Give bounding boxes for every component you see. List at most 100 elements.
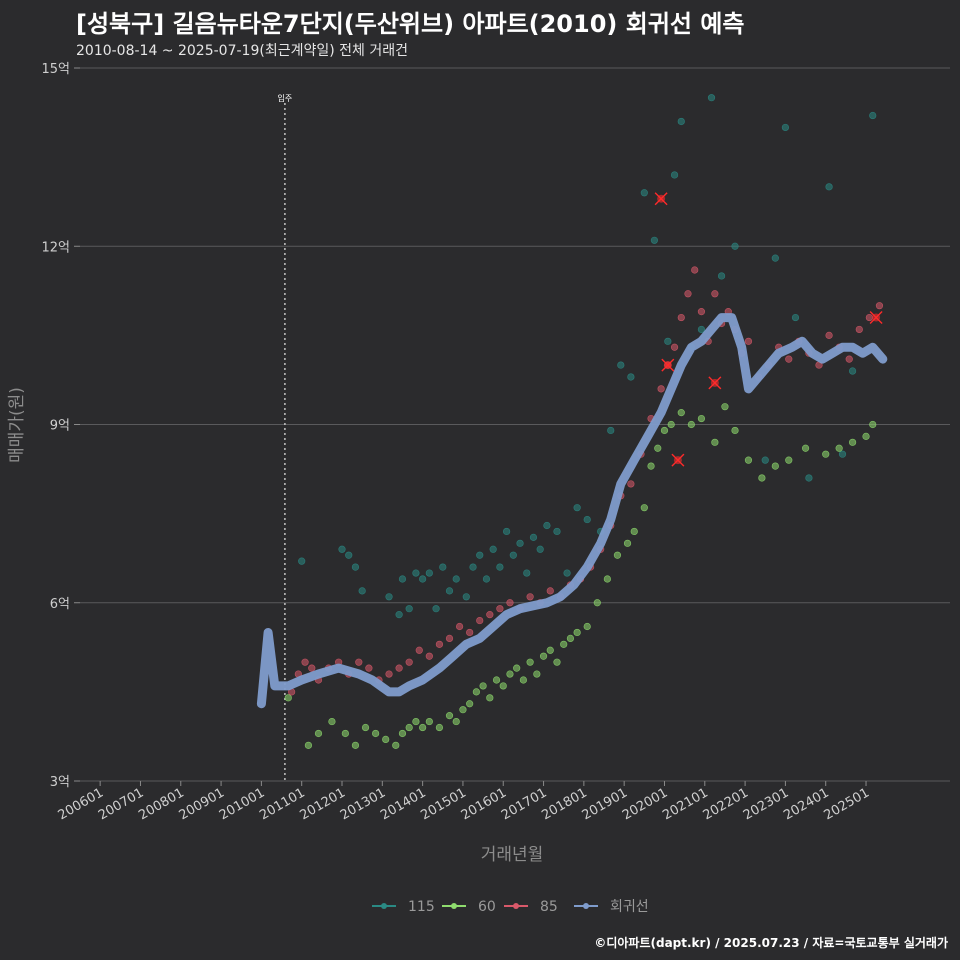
legend-dot-60 — [451, 903, 457, 909]
data-point-115 — [419, 575, 427, 583]
x-tick-label: 201001 — [217, 785, 267, 823]
data-point-60 — [533, 670, 541, 678]
highlight-cross — [661, 358, 675, 372]
legend-dot-115 — [381, 903, 387, 909]
data-point-85 — [365, 664, 373, 672]
data-point-85 — [395, 664, 403, 672]
data-point-85 — [415, 646, 423, 654]
x-tick-label: 201701 — [499, 785, 549, 823]
data-point-60 — [328, 717, 336, 726]
data-point-115 — [298, 557, 306, 565]
grid-lines — [80, 67, 950, 782]
data-point-115 — [677, 117, 685, 126]
data-point-115 — [650, 236, 659, 244]
data-point-60 — [452, 717, 460, 726]
x-tick-label: 200901 — [177, 785, 227, 823]
data-point-60 — [304, 741, 313, 749]
data-point-115 — [338, 545, 346, 553]
data-point-85 — [506, 599, 514, 607]
data-point-115 — [536, 545, 544, 553]
data-point-85 — [875, 302, 884, 310]
data-point-60 — [697, 414, 706, 423]
data-point-60 — [499, 682, 507, 690]
data-point-115 — [563, 569, 571, 577]
data-point-60 — [660, 426, 669, 435]
x-axis-title: 거래년월 — [481, 845, 544, 865]
data-point-60 — [560, 640, 568, 648]
data-point-115 — [432, 605, 440, 613]
data-point-115 — [395, 611, 403, 619]
data-point-60 — [640, 504, 648, 512]
legend-label-회귀선: 회귀선 — [610, 899, 649, 915]
x-tick-label: 201201 — [298, 785, 348, 823]
source-credit: ©디아파트(dapt.kr) / 2025.07.23 / 자료=국토교통부 실… — [594, 936, 948, 950]
data-point-60 — [445, 712, 454, 720]
data-point-60 — [351, 741, 360, 749]
x-tick-label: 202101 — [660, 785, 710, 823]
data-point-115 — [476, 551, 484, 559]
data-point-85 — [546, 587, 554, 595]
legend-label-60: 60 — [478, 899, 496, 915]
data-point-60 — [314, 729, 323, 738]
data-point-60 — [869, 420, 877, 429]
y-tick-label: 3억 — [50, 775, 70, 790]
data-point-85 — [697, 308, 706, 316]
data-point-60 — [801, 444, 810, 452]
data-point-115 — [445, 587, 454, 595]
data-point-60 — [361, 723, 370, 732]
data-point-60 — [435, 723, 444, 732]
data-point-115 — [717, 272, 726, 280]
x-tick-label: 202201 — [701, 785, 751, 823]
data-point-85 — [711, 290, 719, 298]
data-point-60 — [573, 628, 581, 637]
data-point-60 — [603, 575, 611, 583]
data-point-85 — [627, 480, 635, 488]
data-point-60 — [466, 700, 474, 708]
data-point-85 — [855, 325, 863, 334]
data-point-115 — [583, 515, 591, 524]
data-point-60 — [371, 729, 380, 738]
highlight-cross — [708, 376, 722, 390]
data-point-60 — [613, 551, 622, 559]
data-point-115 — [805, 474, 813, 482]
data-point-60 — [513, 664, 521, 672]
y-tick-label: 12억 — [41, 240, 70, 255]
legend-label-115: 115 — [408, 899, 435, 915]
data-point-115 — [771, 254, 779, 262]
data-point-60 — [539, 652, 548, 660]
data-point-115 — [573, 504, 581, 512]
data-point-115 — [469, 563, 477, 571]
data-point-60 — [412, 717, 420, 726]
data-point-85 — [385, 670, 393, 678]
data-point-115 — [825, 183, 833, 191]
data-point-60 — [566, 634, 575, 643]
data-point-60 — [405, 723, 413, 732]
data-point-60 — [677, 409, 685, 417]
x-tick-label: 201301 — [338, 785, 388, 823]
data-point-60 — [731, 426, 739, 435]
x-tick-label: 201601 — [459, 785, 509, 823]
data-point-60 — [771, 462, 779, 470]
data-point-85 — [670, 343, 679, 351]
highlight-cross — [654, 192, 668, 206]
x-tick-label: 200701 — [96, 785, 146, 823]
data-point-115 — [697, 325, 706, 334]
data-point-60 — [519, 676, 527, 684]
data-point-115 — [529, 533, 538, 541]
data-point-60 — [392, 741, 400, 749]
data-point-115 — [640, 189, 648, 197]
legend-dot-회귀선 — [583, 903, 589, 909]
data-point-115 — [761, 456, 769, 464]
data-point-115 — [664, 337, 672, 345]
data-point-60 — [822, 450, 830, 458]
data-point-60 — [647, 462, 655, 470]
data-point-115 — [351, 563, 360, 571]
data-point-60 — [654, 444, 662, 452]
x-tick-label: 201501 — [418, 785, 468, 823]
data-point-60 — [486, 694, 494, 702]
data-point-60 — [526, 658, 534, 666]
data-point-85 — [677, 313, 685, 322]
data-point-115 — [523, 569, 531, 577]
data-point-115 — [482, 575, 491, 583]
data-point-115 — [617, 361, 625, 369]
